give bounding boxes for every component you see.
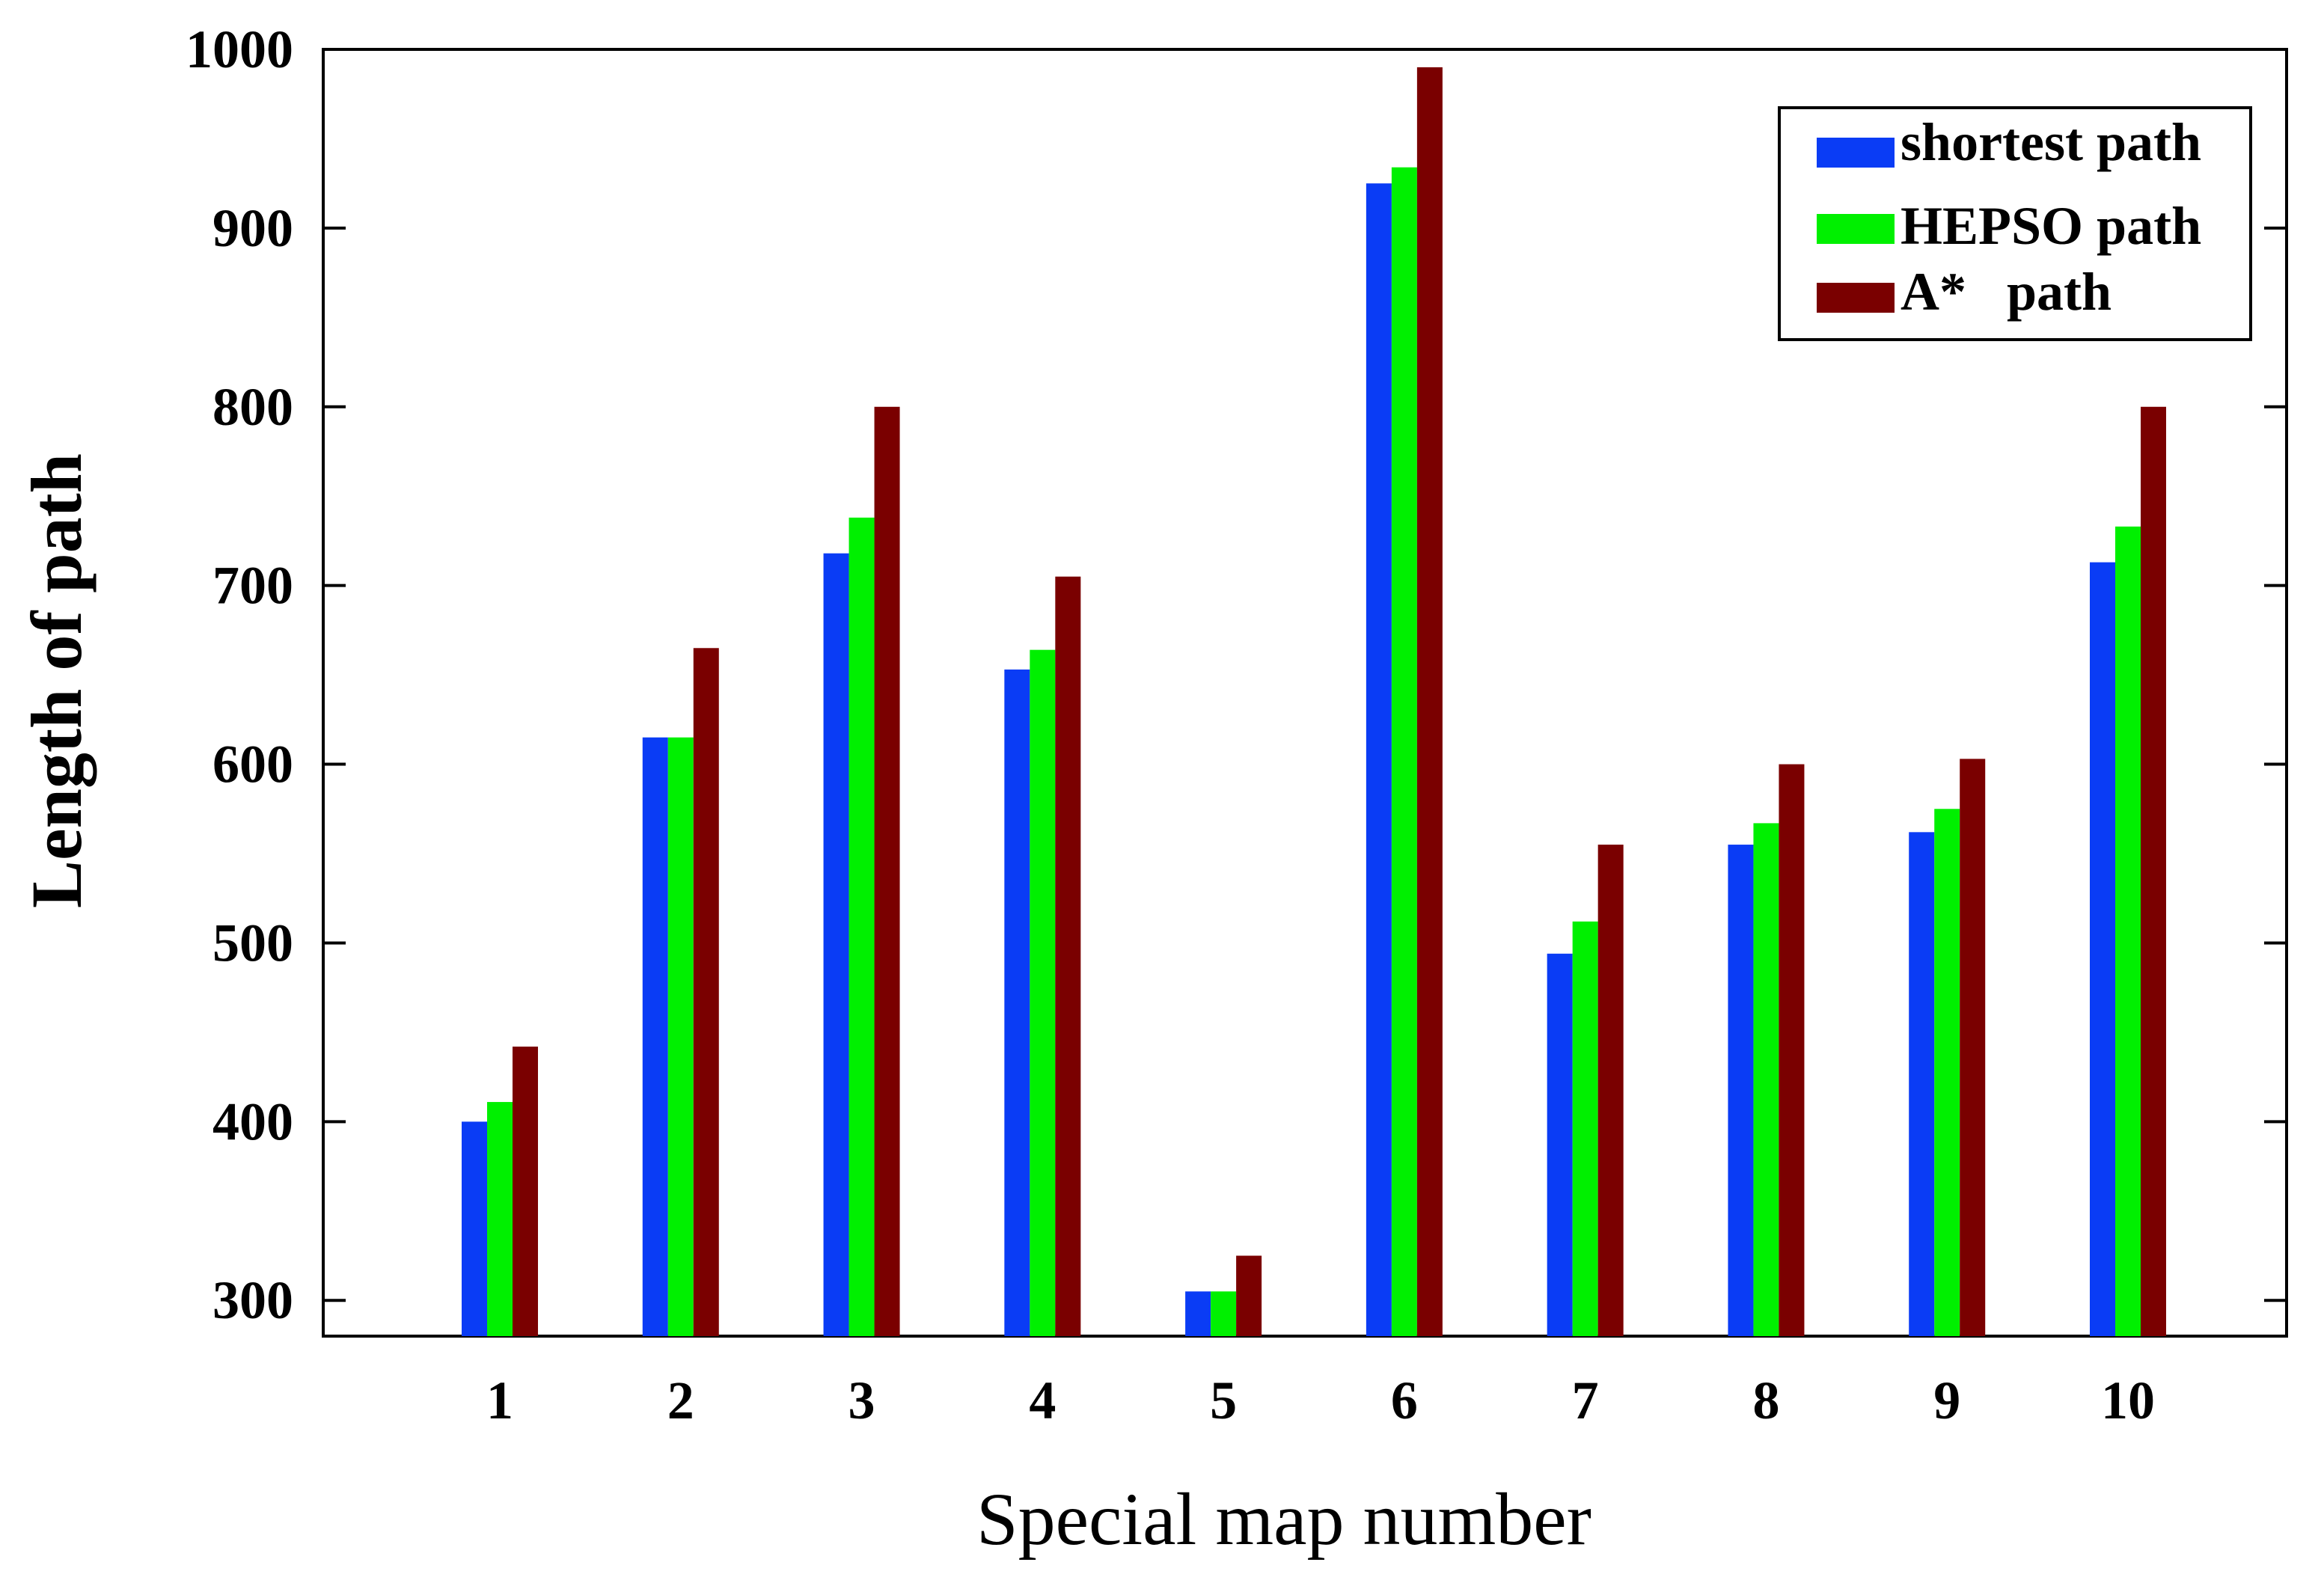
bar-astar-map-6 — [1416, 67, 1443, 1336]
bar-hepso-map-6 — [1391, 167, 1417, 1337]
x-tick-label: 7 — [1572, 1371, 1599, 1430]
bar-shortest-map-3 — [823, 553, 849, 1336]
x-tick-label: 9 — [1933, 1371, 1960, 1430]
bar-astar-map-10 — [2141, 406, 2166, 1336]
x-tick-label: 10 — [2101, 1371, 2155, 1430]
bar-shortest-map-7 — [1547, 953, 1573, 1336]
bar-shortest-map-8 — [1728, 845, 1754, 1336]
bar-hepso-map-1 — [487, 1102, 513, 1336]
y-tick-label: 900 — [212, 198, 293, 258]
bar-hepso-map-4 — [1030, 649, 1056, 1336]
bars — [462, 67, 2166, 1337]
bar-hepso-map-2 — [667, 737, 694, 1336]
legend-label-shortest: shortest path — [1901, 112, 2201, 172]
bar-shortest-map-10 — [2090, 562, 2115, 1336]
bar-astar-map-2 — [693, 648, 719, 1336]
x-tick-label: 2 — [667, 1371, 694, 1430]
x-tick-label: 4 — [1029, 1371, 1056, 1430]
y-tick-label: 400 — [212, 1091, 293, 1151]
y-tick-label: 600 — [212, 735, 293, 794]
bar-hepso-map-3 — [848, 517, 875, 1336]
plot-frame — [322, 48, 2288, 1338]
bar-hepso-map-7 — [1572, 921, 1598, 1336]
bar-shortest-map-6 — [1366, 183, 1392, 1337]
y-tick-label: 300 — [212, 1270, 293, 1330]
x-tick-label: 5 — [1210, 1371, 1237, 1430]
bar-astar-map-9 — [1960, 759, 1986, 1336]
x-tick-label: 8 — [1752, 1371, 1779, 1430]
bar-shortest-map-9 — [1909, 832, 1935, 1336]
y-tick-label: 1000 — [186, 19, 293, 79]
bar-shortest-map-2 — [642, 737, 668, 1336]
bar-astar-map-3 — [874, 406, 900, 1336]
bar-astar-map-8 — [1779, 764, 1805, 1336]
x-axis-ticks: 1 2 3 4 5 6 7 8 9 10 — [486, 1371, 2155, 1430]
bar-shortest-map-5 — [1185, 1291, 1211, 1336]
x-tick-label: 1 — [486, 1371, 513, 1430]
bar-shortest-map-4 — [1004, 669, 1030, 1336]
legend: shortest path HEPSO path A* path — [1778, 106, 2252, 341]
bar-astar-map-1 — [513, 1047, 538, 1336]
y-axis-label: Length of path — [16, 453, 97, 908]
legend-label-astar: A* path — [1901, 262, 2112, 322]
bar-astar-map-7 — [1597, 845, 1624, 1336]
bar-astar-map-5 — [1236, 1255, 1262, 1336]
y-axis-ticks: 300 400 500 600 700 800 900 1000 — [186, 19, 2287, 1330]
legend-label-hepso: HEPSO path — [1901, 196, 2201, 256]
bar-hepso-map-10 — [2115, 526, 2141, 1337]
bar-astar-map-4 — [1055, 576, 1081, 1336]
y-tick-label: 500 — [212, 913, 293, 973]
legend-swatch-shortest — [1817, 138, 1895, 168]
bar-shortest-map-1 — [462, 1121, 487, 1336]
bar-hepso-map-5 — [1211, 1291, 1237, 1336]
legend-swatch-astar — [1817, 283, 1895, 313]
x-tick-label: 6 — [1391, 1371, 1418, 1430]
y-tick-label: 800 — [212, 377, 293, 437]
x-tick-label: 3 — [848, 1371, 875, 1430]
x-axis-label: Special map number — [976, 1478, 1591, 1561]
bar-hepso-map-9 — [1934, 809, 1960, 1336]
legend-swatch-hepso — [1817, 214, 1895, 244]
bar-hepso-map-8 — [1753, 823, 1779, 1336]
y-tick-label: 700 — [212, 556, 293, 616]
